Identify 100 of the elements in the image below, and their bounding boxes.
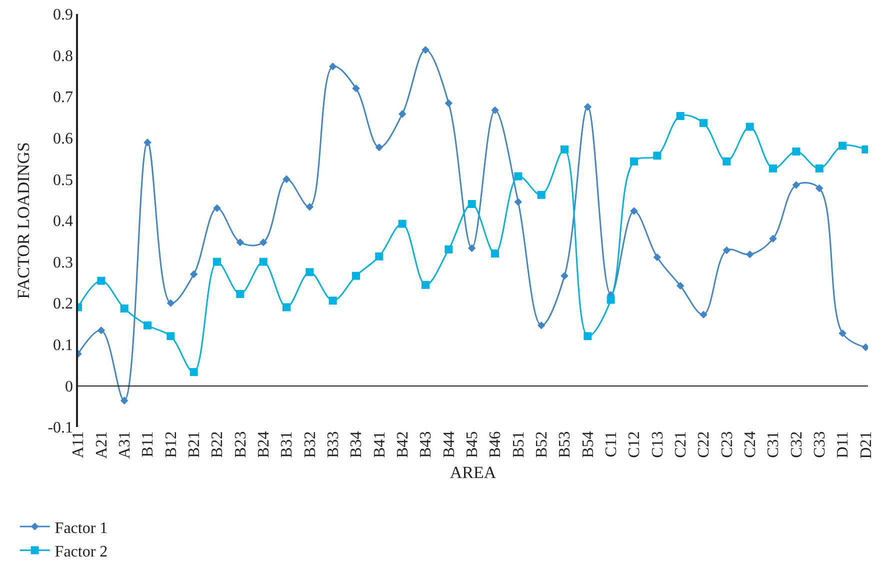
point <box>328 296 337 305</box>
x-tick-label: C24 <box>742 431 760 458</box>
point <box>838 142 847 150</box>
point <box>120 304 128 312</box>
point <box>328 62 337 70</box>
point <box>422 280 430 289</box>
legend-label: Factor 2 <box>54 544 108 561</box>
x-tick-label: B22 <box>209 431 226 458</box>
y-tick-label: 0.9 <box>53 6 74 24</box>
point <box>769 234 777 243</box>
point <box>352 272 360 280</box>
x-tick-label: A31 <box>116 431 134 459</box>
x-tick-label: B53 <box>556 431 574 458</box>
point <box>769 164 778 172</box>
point <box>213 258 221 266</box>
x-tick-label: D21 <box>858 431 875 459</box>
point <box>190 368 198 376</box>
point <box>444 245 453 254</box>
x-tick-label: B46 <box>487 431 504 458</box>
point <box>190 270 198 278</box>
point <box>468 244 476 252</box>
point <box>560 145 569 154</box>
point <box>491 250 500 258</box>
x-tick-label: B41 <box>371 431 388 458</box>
x-tick-label: C23 <box>718 431 736 458</box>
x-tick-label: B34 <box>348 431 366 458</box>
point <box>166 299 175 307</box>
x-tick-label: C13 <box>649 431 666 458</box>
point <box>792 148 800 156</box>
x-tick-label: C33 <box>812 431 829 458</box>
x-tick-label: B44 <box>440 431 458 458</box>
point <box>722 246 731 254</box>
y-tick-label: 0.4 <box>53 213 74 230</box>
point <box>537 322 546 330</box>
x-tick-label: B42 <box>394 431 412 458</box>
point <box>375 252 384 260</box>
point <box>213 204 221 212</box>
x-tick-label: B32 <box>302 431 319 458</box>
x-tick-label: B43 <box>418 431 435 458</box>
point <box>491 106 499 114</box>
x-tick-label: C22 <box>696 431 713 458</box>
point <box>514 172 522 180</box>
x-tick-label: B54 <box>580 431 597 458</box>
x-tick-label: B24 <box>256 431 273 458</box>
point <box>398 110 406 118</box>
x-tick-label: A21 <box>93 431 110 459</box>
point <box>653 152 662 160</box>
point <box>97 276 106 285</box>
point <box>468 200 476 208</box>
point <box>259 258 268 266</box>
point <box>653 253 662 262</box>
point <box>144 321 152 330</box>
point <box>560 272 568 280</box>
point <box>282 303 290 312</box>
point <box>282 175 290 184</box>
point <box>537 190 546 199</box>
point <box>120 396 128 404</box>
point <box>606 296 615 304</box>
x-tick-label: C12 <box>626 431 644 458</box>
y-tick-label: 0.1 <box>53 337 74 354</box>
x-tick-label: C21 <box>672 431 690 458</box>
point <box>584 103 592 111</box>
x-tick-label: B52 <box>534 431 551 458</box>
point <box>444 99 453 108</box>
point <box>630 207 638 215</box>
y-axis-title: FACTOR LOADINGS <box>14 142 33 299</box>
x-tick-label: B51 <box>510 431 528 458</box>
point <box>236 238 244 246</box>
x-tick-label: C32 <box>788 431 806 458</box>
x-tick-label: C31 <box>765 431 782 458</box>
point <box>676 112 684 120</box>
point <box>722 157 731 166</box>
point <box>97 326 106 334</box>
y-tick-label: 0 <box>65 378 74 396</box>
point <box>306 202 314 211</box>
point <box>144 138 152 146</box>
x-tick-label: C11 <box>603 431 620 458</box>
x-tick-label: B33 <box>325 431 342 458</box>
point <box>700 310 708 319</box>
point <box>398 220 406 228</box>
point <box>630 157 638 166</box>
point <box>815 164 824 172</box>
x-tick-label: B11 <box>140 431 157 458</box>
point <box>746 250 754 258</box>
x-tick-label: B12 <box>162 431 180 458</box>
point <box>746 122 754 131</box>
point <box>259 238 268 246</box>
point <box>236 290 244 298</box>
point <box>700 119 708 128</box>
point <box>792 181 800 189</box>
point <box>815 184 824 192</box>
legend-label: Factor 1 <box>54 520 108 537</box>
y-tick-label: 0.8 <box>53 48 74 65</box>
y-tick-label: 0.3 <box>53 254 74 272</box>
point <box>514 198 522 206</box>
y-tick-label: 0.2 <box>53 296 74 313</box>
point <box>166 332 175 340</box>
point <box>584 332 592 340</box>
point <box>352 84 360 92</box>
x-axis-title: AREA <box>450 463 497 482</box>
